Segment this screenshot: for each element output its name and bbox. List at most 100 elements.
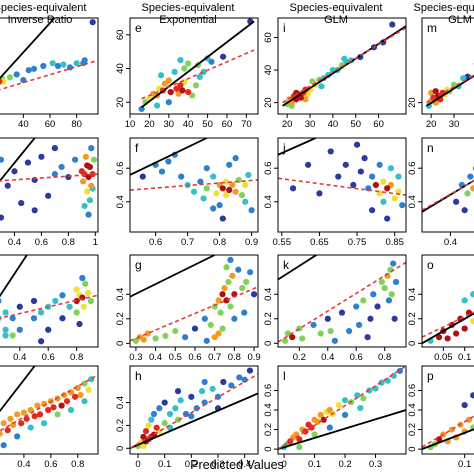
data-point [153, 424, 160, 431]
data-point [2, 326, 9, 333]
data-point [390, 260, 397, 267]
data-point [350, 181, 357, 189]
data-point [228, 382, 235, 389]
data-point [63, 398, 71, 405]
x-tick-label: 0.1 [458, 459, 471, 470]
data-point [172, 327, 179, 335]
data-point [65, 173, 72, 181]
data-point [59, 292, 66, 299]
scatter-panel: 0.55 0.65 0.75 0.85 0.4 0.6 j [263, 137, 407, 248]
data-point [444, 335, 451, 342]
x-tick-label: 0.55 [273, 237, 292, 248]
scatter-panel: 0 0.1 0.2 0.3 0.4 0 0.2 0.4 h [115, 365, 259, 470]
panel-letter: f [135, 141, 139, 155]
data-point [139, 173, 146, 180]
data-point [38, 338, 45, 345]
data-point [18, 199, 25, 207]
y-tick-label: 40 [115, 63, 126, 74]
x-tick-label: 0.8 [228, 352, 241, 363]
data-point [296, 436, 303, 443]
data-point [389, 21, 396, 28]
column-title: Species-equivalent [290, 2, 383, 14]
data-point [77, 391, 84, 399]
data-point [156, 405, 163, 412]
data-point [201, 399, 208, 406]
x-axis-label: Predicted Values [190, 458, 284, 472]
y-tick-label: 0.6 [263, 162, 274, 175]
x-tick-label: 0.8 [213, 237, 226, 248]
y-tick-label: 0.4 [407, 403, 418, 416]
data-point [185, 89, 192, 96]
x-tick-label: 0.6 [42, 352, 55, 363]
panel-frame [421, 254, 474, 348]
panel-frame [129, 17, 259, 115]
scatter-panel: 0.1 0 0.2 0.4 0.6 p [407, 365, 474, 470]
x-tick-label: 0.1 [458, 352, 471, 363]
x-tick-label: 0.8 [378, 352, 391, 363]
data-point [317, 330, 324, 337]
data-point [203, 337, 210, 344]
data-point [204, 55, 211, 62]
data-point [203, 165, 210, 172]
data-point [0, 78, 3, 85]
data-point [314, 418, 321, 425]
data-point [165, 99, 172, 106]
y-tick-label: 0.6 [115, 162, 126, 175]
y-tick-label: 0 [263, 446, 274, 451]
fit-line [278, 138, 317, 156]
data-point [201, 315, 208, 322]
data-point [391, 315, 398, 322]
data-point [71, 156, 79, 163]
y-tick-label: 20 [407, 97, 418, 108]
data-point [20, 409, 27, 416]
reference-line [422, 311, 474, 338]
scatter-panel: 40 60 80 [0, 17, 99, 130]
reference-line [426, 74, 474, 104]
x-tick-label: 0.2 [293, 352, 306, 363]
data-point [385, 297, 393, 304]
data-point [161, 399, 168, 406]
data-point [324, 315, 331, 322]
data-point [297, 94, 304, 101]
data-point [196, 73, 203, 81]
panel-letter: k [283, 258, 290, 272]
panel-frame [421, 17, 474, 115]
data-point [209, 385, 216, 392]
x-tick-label: 0 [281, 459, 286, 470]
reference-line [282, 27, 406, 104]
data-point [142, 428, 150, 435]
data-point [361, 155, 368, 162]
data-point [198, 388, 206, 395]
fit-line [278, 409, 406, 450]
data-point [177, 57, 184, 64]
y-tick-label: 0.2 [263, 423, 274, 436]
data-point [54, 411, 61, 418]
data-point [197, 178, 204, 185]
data-point [14, 411, 21, 418]
data-point [318, 83, 325, 90]
panel-frame [0, 365, 99, 455]
plot-area [138, 18, 255, 113]
reference-line [130, 373, 258, 449]
x-tick-label: 0.9 [247, 352, 260, 363]
data-point [241, 309, 248, 316]
data-point [380, 198, 387, 205]
data-point [4, 182, 11, 189]
x-tick-label: 0.05 [434, 352, 453, 363]
x-tick-label: 0.3 [211, 459, 224, 470]
data-point [219, 215, 226, 222]
plot-area [130, 255, 258, 344]
data-point [16, 326, 23, 333]
y-tick-label: 0.4 [115, 195, 126, 208]
data-point [216, 202, 223, 209]
data-point [90, 156, 98, 163]
x-tick-label: 10 [125, 119, 136, 130]
data-point [51, 145, 58, 152]
reference-line [0, 294, 98, 319]
data-point [387, 165, 395, 172]
data-point [87, 297, 94, 305]
data-point [30, 297, 38, 305]
data-point [172, 405, 179, 412]
